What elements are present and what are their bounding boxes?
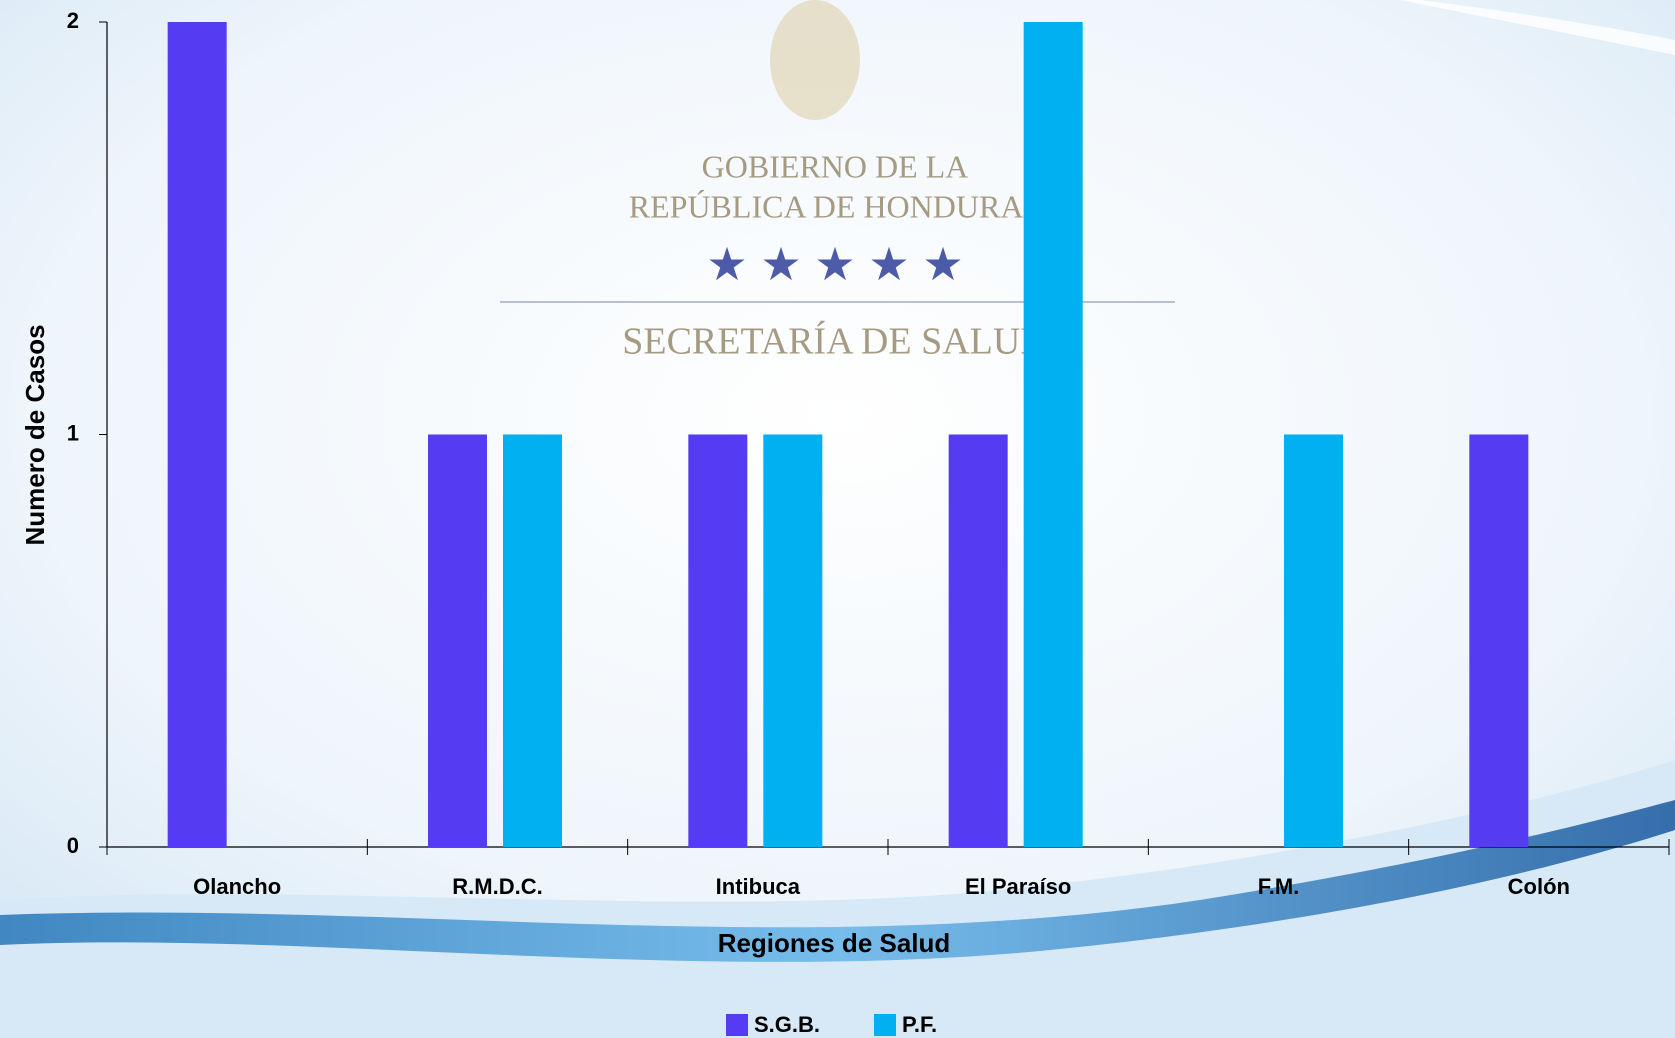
x-tick-label: Intibuca <box>716 874 801 899</box>
bar <box>428 435 487 848</box>
x-tick-label: F.M. <box>1258 874 1300 899</box>
y-tick-label: 1 <box>67 420 79 445</box>
x-tick-label: El Paraíso <box>965 874 1071 899</box>
legend-swatch <box>726 1014 748 1036</box>
y-axis-title: Numero de Casos <box>20 324 50 545</box>
bar <box>1284 435 1343 848</box>
bar <box>688 435 747 848</box>
y-tick-label: 2 <box>67 8 79 33</box>
watermark-text: GOBIERNO DE LA <box>702 148 969 184</box>
bar <box>503 435 562 848</box>
watermark-text: SECRETARÍA DE SALUD <box>622 321 1048 363</box>
bar <box>1469 435 1528 848</box>
x-tick-label: Colón <box>1508 874 1570 899</box>
stars: ★ ★ ★ ★ ★ <box>706 238 963 290</box>
y-tick-label: 0 <box>67 833 79 858</box>
x-tick-label: Olancho <box>193 874 281 899</box>
bar <box>1024 22 1083 847</box>
legend-swatch <box>874 1014 896 1036</box>
bar <box>168 22 227 847</box>
x-tick-label: R.M.D.C. <box>452 874 542 899</box>
chart: GOBIERNO DE LA REPÚBLICA DE HONDURAS ★ ★… <box>0 0 1675 1038</box>
bar <box>949 435 1008 848</box>
x-axis-title: Regiones de Salud <box>718 928 951 958</box>
emblem <box>770 0 860 120</box>
watermark-text: REPÚBLICA DE HONDURAS <box>629 188 1041 224</box>
bar <box>763 435 822 848</box>
legend-label: P.F. <box>902 1012 937 1037</box>
legend-label: S.G.B. <box>754 1012 820 1037</box>
